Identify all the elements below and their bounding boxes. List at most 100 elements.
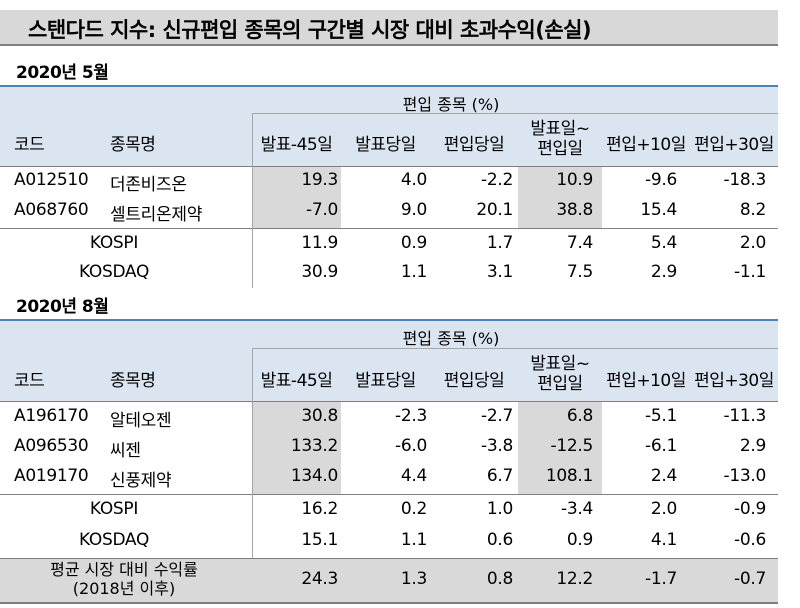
- header-band-1: [0, 87, 778, 166]
- value-cell: 24.3: [301, 569, 338, 589]
- value-cell: 20.1: [476, 200, 513, 220]
- value-cell: -2.3: [395, 406, 427, 426]
- col-header-inclusion-1: 편입당일: [443, 135, 505, 155]
- value-cell: 6.8: [566, 406, 593, 426]
- value-cell: -11.3: [723, 406, 767, 426]
- value-cell: 30.9: [301, 262, 338, 282]
- stock-code: A096530: [14, 436, 89, 456]
- value-cell: 4.1: [650, 530, 677, 550]
- value-cell: 15.1: [301, 530, 338, 550]
- index-row: KOSDAQ 15.1 1.1 0.6 0.9 4.1 -0.6: [0, 526, 778, 556]
- value-cell: 4.4: [400, 466, 427, 486]
- shade-col1-s1: [252, 166, 341, 228]
- shade-col4-s1: [518, 166, 602, 228]
- average-top-line: [0, 558, 778, 559]
- stock-name: 신풍제약: [110, 471, 172, 491]
- value-cell: 7.4: [566, 233, 593, 253]
- value-cell: 108.1: [545, 466, 593, 486]
- col-header-period-line1: 발표일~: [530, 119, 590, 139]
- stock-name: 씨젠: [110, 441, 141, 461]
- header-bottom-line-1: [0, 166, 778, 167]
- value-cell: 2.4: [650, 466, 677, 486]
- header-band-caption-2: 편입 종목 (%): [402, 329, 500, 348]
- value-cell: -6.1: [645, 436, 677, 456]
- col-header-period-1: 발표일~ 편입일: [518, 119, 602, 159]
- value-cell: 134.0: [290, 466, 338, 486]
- table-row: A096530 씨젠 133.2 -6.0 -3.8 -12.5 -6.1 2.…: [0, 432, 778, 462]
- stock-code: A019170: [14, 466, 89, 486]
- value-cell: -9.6: [645, 170, 677, 190]
- value-cell: 6.7: [486, 466, 513, 486]
- value-cell: 0.2: [400, 499, 427, 519]
- value-cell: -2.2: [481, 170, 513, 190]
- index-name: KOSDAQ: [78, 262, 150, 282]
- col-header-plus10-2: 편입+10일: [606, 371, 686, 391]
- col-header-period-line2: 편입일: [537, 139, 583, 159]
- stocks-bottom-line-1: [0, 228, 778, 229]
- band-separator-1: [252, 113, 778, 114]
- table-row: A019170 신풍제약 134.0 4.4 6.7 108.1 2.4 -13…: [0, 462, 778, 492]
- index-row: KOSDAQ 30.9 1.1 3.1 7.5 2.9 -1.1: [0, 258, 778, 288]
- col-header-plus30-2: 편입+30일: [694, 371, 774, 391]
- value-cell: 5.4: [650, 233, 677, 253]
- value-cell: -5.1: [645, 406, 677, 426]
- value-cell: -0.9: [734, 499, 766, 519]
- value-cell: 133.2: [290, 436, 338, 456]
- value-cell: -6.0: [395, 436, 427, 456]
- value-cell: 2.9: [650, 262, 677, 282]
- value-cell: -18.3: [723, 170, 767, 190]
- average-band: [0, 558, 778, 602]
- value-cell: 4.0: [400, 170, 427, 190]
- value-cell: 19.3: [301, 170, 338, 190]
- col-header-code-1: 코드: [14, 135, 45, 155]
- value-cell: -0.6: [734, 530, 766, 550]
- value-cell: 0.9: [566, 530, 593, 550]
- value-cell: 7.5: [566, 262, 593, 282]
- index-name: KOSDAQ: [78, 530, 150, 550]
- index-name: KOSPI: [89, 233, 139, 253]
- value-cell: -0.7: [734, 569, 766, 589]
- col-header-period-2: 발표일~ 편입일: [518, 354, 602, 394]
- col-header-announce-2: 발표당일: [355, 371, 416, 391]
- header-band-2: [0, 321, 778, 401]
- section-period-2: 2020년 8월: [16, 297, 109, 317]
- value-cell: -1.7: [645, 569, 677, 589]
- value-cell: 9.0: [400, 200, 427, 220]
- stock-name: 더존비즈온: [110, 175, 187, 195]
- section-divider-2: [0, 319, 778, 321]
- header-band-caption-1: 편입 종목 (%): [402, 95, 500, 114]
- column-divider: [252, 113, 253, 288]
- average-row: 24.3 1.3 0.8 12.2 -1.7 -0.7: [0, 565, 778, 595]
- value-cell: -13.0: [723, 466, 767, 486]
- value-cell: -2.7: [481, 406, 513, 426]
- value-cell: 30.8: [301, 406, 338, 426]
- average-label: 평균 시장 대비 수익률 (2018년 이후): [0, 560, 248, 598]
- col-header-inclusion-2: 편입당일: [443, 371, 505, 391]
- value-cell: 1.1: [400, 530, 427, 550]
- value-cell: -1.1: [734, 262, 766, 282]
- stock-code: A068760: [14, 200, 89, 220]
- value-cell: 11.9: [301, 233, 338, 253]
- value-cell: 2.9: [739, 436, 766, 456]
- col-header-period-line1: 발표일~: [530, 354, 590, 374]
- section-divider-1: [0, 85, 778, 87]
- value-cell: 8.2: [739, 200, 766, 220]
- col-header-name-1: 종목명: [110, 135, 156, 155]
- average-label-line2: (2018년 이후): [72, 579, 176, 598]
- value-cell: 10.9: [556, 170, 593, 190]
- stock-code: A012510: [14, 170, 89, 190]
- stocks-bottom-line-2: [0, 494, 778, 495]
- value-cell: -12.5: [550, 436, 594, 456]
- value-cell: -7.0: [306, 200, 338, 220]
- col-header-pre45-2: 발표-45일: [260, 371, 333, 391]
- col-header-code-2: 코드: [14, 371, 45, 391]
- section-period-1: 2020년 5월: [16, 63, 109, 83]
- index-row: KOSPI 11.9 0.9 1.7 7.4 5.4 2.0: [0, 229, 778, 259]
- value-cell: 2.0: [739, 233, 766, 253]
- col-header-period-line2: 편입일: [537, 374, 583, 394]
- value-cell: -3.8: [481, 436, 513, 456]
- index-name: KOSPI: [89, 499, 139, 519]
- table-row: A068760 셀트리온제약 -7.0 9.0 20.1 38.8 15.4 8…: [0, 196, 778, 226]
- value-cell: 38.8: [556, 200, 593, 220]
- band-separator-2: [252, 348, 778, 349]
